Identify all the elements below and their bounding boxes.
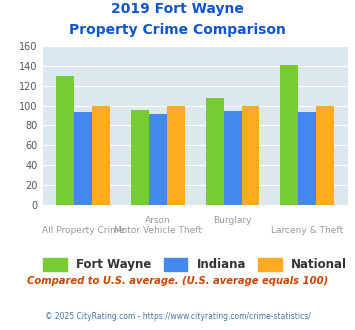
Bar xyxy=(92,106,110,205)
Bar xyxy=(316,106,334,205)
Bar xyxy=(56,76,75,205)
Text: All Property Crime: All Property Crime xyxy=(42,226,125,235)
Bar xyxy=(167,106,185,205)
Bar xyxy=(241,106,260,205)
Bar xyxy=(280,65,298,205)
Text: Compared to U.S. average. (U.S. average equals 100): Compared to U.S. average. (U.S. average … xyxy=(27,276,328,285)
Bar xyxy=(298,112,316,205)
Bar xyxy=(131,110,149,205)
Text: 2019 Fort Wayne: 2019 Fort Wayne xyxy=(111,2,244,16)
Text: Property Crime Comparison: Property Crime Comparison xyxy=(69,23,286,37)
Text: Motor Vehicle Theft: Motor Vehicle Theft xyxy=(114,226,202,235)
Bar xyxy=(206,98,224,205)
Bar xyxy=(149,114,167,205)
Bar xyxy=(224,111,241,205)
Legend: Fort Wayne, Indiana, National: Fort Wayne, Indiana, National xyxy=(43,258,347,271)
Bar xyxy=(75,112,92,205)
Text: Larceny & Theft: Larceny & Theft xyxy=(271,226,343,235)
Text: © 2025 CityRating.com - https://www.cityrating.com/crime-statistics/: © 2025 CityRating.com - https://www.city… xyxy=(45,312,310,321)
Text: Arson: Arson xyxy=(145,216,171,225)
Text: Burglary: Burglary xyxy=(213,216,252,225)
